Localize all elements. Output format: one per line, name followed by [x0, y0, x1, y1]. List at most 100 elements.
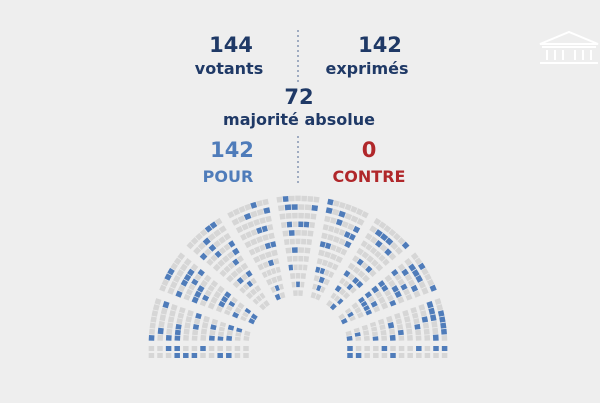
seat — [228, 240, 236, 248]
seat — [218, 300, 226, 308]
seat — [223, 265, 231, 274]
seat — [150, 316, 157, 323]
votants-label: votants — [195, 59, 263, 78]
seat — [264, 242, 272, 250]
seat — [348, 233, 356, 241]
seat — [410, 252, 419, 261]
seat — [256, 236, 264, 244]
seat — [167, 316, 175, 323]
seat — [422, 322, 430, 329]
seat — [334, 285, 342, 293]
seat — [176, 269, 185, 278]
seat — [377, 318, 385, 325]
seat — [328, 225, 335, 233]
seat — [410, 284, 419, 293]
seat — [373, 305, 381, 313]
seat — [431, 320, 438, 328]
seat — [248, 248, 256, 256]
seat — [361, 251, 370, 260]
seat — [195, 312, 202, 320]
seat — [354, 306, 362, 314]
seat — [279, 213, 286, 220]
seat — [202, 237, 211, 246]
seat — [338, 210, 346, 218]
seat — [407, 279, 416, 287]
seat — [238, 205, 246, 214]
seat — [240, 262, 249, 271]
seat — [418, 280, 426, 289]
seat — [193, 318, 201, 325]
seat — [374, 229, 383, 238]
seat — [268, 232, 275, 240]
seat — [427, 278, 435, 287]
seat — [343, 270, 351, 278]
seat — [428, 307, 436, 315]
seat — [166, 328, 173, 335]
seat — [413, 318, 420, 325]
seat — [197, 269, 205, 277]
hemicycle — [148, 195, 448, 358]
seat — [408, 263, 417, 272]
seat — [418, 303, 426, 311]
seat — [370, 300, 378, 308]
seat — [403, 316, 411, 323]
seat — [369, 321, 377, 328]
seat — [194, 273, 202, 281]
seat — [267, 259, 275, 267]
seat — [335, 218, 343, 226]
seat — [211, 318, 219, 325]
seat — [266, 269, 273, 277]
seat — [326, 261, 334, 269]
seat — [232, 208, 241, 216]
seat — [356, 247, 365, 256]
seat — [352, 266, 361, 275]
seat — [177, 312, 185, 319]
seat — [344, 203, 352, 211]
seat — [191, 296, 199, 304]
seat — [207, 233, 216, 242]
seat — [395, 318, 403, 325]
seat — [235, 332, 242, 337]
seat — [410, 306, 418, 314]
seat — [375, 263, 384, 272]
seat — [223, 309, 231, 316]
seat — [193, 246, 202, 255]
seat — [405, 293, 413, 301]
seat — [221, 255, 230, 263]
seat — [186, 309, 194, 317]
seat — [414, 323, 421, 330]
seat — [432, 327, 439, 335]
seat — [232, 258, 240, 266]
seat — [179, 263, 188, 272]
seat — [277, 204, 285, 212]
seat — [250, 201, 258, 209]
seat — [320, 286, 326, 293]
seat — [262, 198, 269, 206]
seat — [421, 316, 429, 323]
seat — [329, 303, 337, 311]
seat — [346, 335, 353, 341]
seat — [429, 314, 437, 322]
seat — [378, 254, 386, 262]
seat — [358, 296, 365, 304]
seat — [365, 243, 373, 251]
seat — [335, 246, 343, 254]
seat — [332, 236, 340, 244]
seat — [169, 310, 176, 317]
seat — [413, 290, 421, 298]
seat — [354, 332, 361, 337]
majorite-number: 72 — [284, 85, 313, 109]
seat — [283, 239, 290, 246]
seat — [384, 248, 392, 256]
logo — [539, 30, 599, 64]
seat — [356, 311, 364, 319]
seat — [333, 295, 341, 302]
votants-number: 144 — [209, 33, 253, 57]
seat — [324, 215, 331, 223]
seat — [411, 312, 419, 319]
seat — [389, 299, 397, 307]
seat — [149, 322, 156, 329]
seat — [240, 273, 249, 281]
seat — [152, 304, 160, 311]
seat — [330, 217, 337, 224]
